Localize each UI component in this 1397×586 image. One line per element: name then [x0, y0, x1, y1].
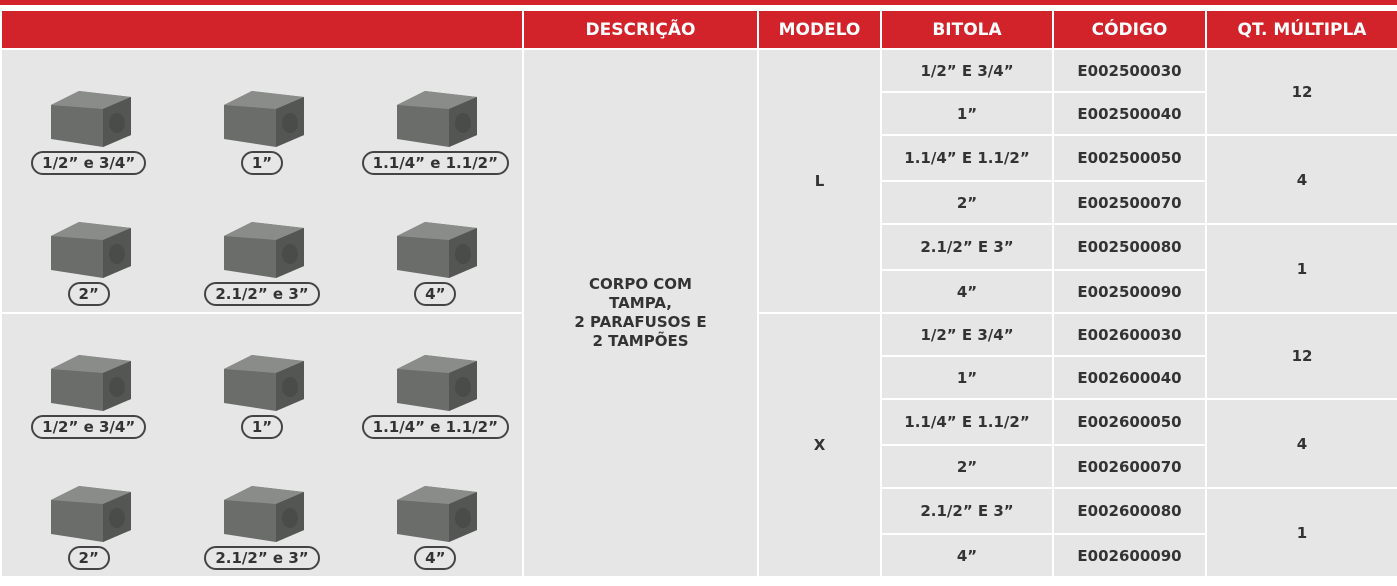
codigo-cell: E002600030 [1052, 312, 1207, 357]
size-label: 4” [414, 282, 457, 306]
bitola-cell: 2” [880, 180, 1054, 225]
codigo-cell: E002600070 [1052, 444, 1207, 489]
bitola-cell: 1.1/4” E 1.1/2” [880, 398, 1054, 446]
header-cell: QT. MÚLTIPLA [1205, 9, 1397, 50]
model-cell: X [757, 312, 882, 578]
bitola-cell: 2” [880, 444, 1054, 489]
product-image [223, 486, 304, 542]
image-item: 4” [349, 445, 522, 576]
bitola-cell: 1” [880, 355, 1054, 400]
bitola-cell: 1” [880, 91, 1054, 136]
table-row: 1” E002500040 [1, 91, 1397, 136]
bitola-cell: 2.1/2” E 3” [880, 487, 1054, 535]
table-row: 4” E002600090 [1, 533, 1397, 578]
size-label: 1.1/4” e 1.1/2” [361, 151, 509, 175]
codigo-cell: E002500080 [1052, 223, 1207, 271]
codigo-cell: E002500090 [1052, 269, 1207, 314]
product-image [397, 355, 478, 411]
codigo-cell: E002600090 [1052, 533, 1207, 578]
product-image [50, 222, 131, 278]
codigo-cell: E002500070 [1052, 180, 1207, 225]
image-item: 2.1/2” e 3” [175, 445, 348, 576]
header-blank [0, 9, 524, 50]
size-label: 1” [240, 415, 284, 439]
product-table: DESCRIÇÃO MODELO BITOLA CÓDIGO QT. MÚLTI… [0, 9, 1397, 578]
bitola-cell: 1/2” E 3/4” [880, 312, 1054, 357]
image-item: 1.1/4” e 1.1/2” [349, 314, 522, 445]
product-image [397, 486, 478, 542]
size-label: 2.1/2” e 3” [204, 282, 320, 306]
table-row: 1/2” e 3/4” 1” 1.1/4” e 1.1/2” 2” 2.1/2” e 3… [0, 312, 1397, 578]
qt-cell: 4 [1205, 134, 1397, 225]
codigo-cell: E002600040 [1052, 355, 1207, 400]
image-item: 1/2” e 3/4” [2, 314, 175, 445]
size-label: 2” [67, 546, 110, 570]
product-image [223, 222, 304, 278]
description-line: 2 PARAFUSOS E [574, 313, 707, 331]
size-label: 1” [240, 151, 284, 175]
table-row: 1.1/4” E 1.1/2” E002600050 4 [1, 398, 1397, 489]
qt-cell: 12 [1205, 48, 1397, 136]
codigo-cell: E002500030 [1052, 48, 1207, 93]
image-item: 1.1/4” e 1.1/2” [349, 50, 522, 181]
product-image [223, 91, 304, 147]
image-item: 1” [175, 50, 348, 181]
table-row: 2” E002500070 [1, 180, 1397, 225]
image-item: 4” [349, 181, 522, 312]
description-line: CORPO COM [589, 275, 692, 293]
description-line: 2 TAMPÕES [592, 332, 689, 350]
image-item: 2” [2, 181, 175, 312]
image-cell: 1/2” e 3/4” 1” 1.1/4” e 1.1/2” 2” 2.1/2” e 3… [0, 312, 524, 578]
table-row: 4” E002500090 [1, 269, 1397, 314]
table-row: 1” E002600040 [1, 355, 1397, 400]
qt-cell: 4 [1205, 398, 1397, 489]
qt-cell: 1 [1205, 223, 1397, 314]
codigo-cell: E002500050 [1052, 134, 1207, 182]
product-image [397, 222, 478, 278]
table-row: 2” E002600070 [1, 444, 1397, 489]
header-cell: MODELO [757, 9, 882, 50]
header-row: DESCRIÇÃO MODELO BITOLA CÓDIGO QT. MÚLTI… [0, 9, 1397, 50]
model-cell: L [757, 48, 882, 314]
table-row: 2.1/2” E 3” E002600080 1 [1, 487, 1397, 578]
top-stripe [0, 0, 1397, 5]
header-cell: BITOLA [880, 9, 1054, 50]
codigo-cell: E002600080 [1052, 487, 1207, 535]
image-item: 1” [175, 314, 348, 445]
bitola-cell: 1.1/4” E 1.1/2” [880, 134, 1054, 182]
bitola-cell: 4” [880, 269, 1054, 314]
bitola-cell: 4” [880, 533, 1054, 578]
size-label: 4” [414, 546, 457, 570]
image-item: 2” [2, 445, 175, 576]
image-item: 1/2” e 3/4” [2, 50, 175, 181]
header-cell: CÓDIGO [1052, 9, 1207, 50]
product-image [50, 91, 131, 147]
image-grid: 1/2” e 3/4” 1” 1.1/4” e 1.1/2” 2” 2.1/2” e 3… [2, 50, 522, 312]
size-label: 2” [67, 282, 110, 306]
image-cell: 1/2” e 3/4” 1” 1.1/4” e 1.1/2” 2” 2.1/2” e 3… [0, 48, 524, 314]
size-label: 1/2” e 3/4” [31, 151, 147, 175]
product-image [50, 355, 131, 411]
table-row: 2.1/2” E 3” E002500080 1 [1, 223, 1397, 314]
product-image [397, 91, 478, 147]
image-grid: 1/2” e 3/4” 1” 1.1/4” e 1.1/2” 2” 2.1/2” e 3… [2, 314, 522, 576]
qt-cell: 12 [1205, 312, 1397, 400]
header-cell: DESCRIÇÃO [522, 9, 759, 50]
image-item: 2.1/2” e 3” [175, 181, 348, 312]
table-row: 1/2” e 3/4” 1” 1.1/4” e 1.1/2” 2” 2.1/2” e 3… [0, 48, 1397, 578]
product-image [50, 486, 131, 542]
bitola-cell: 2.1/2” E 3” [880, 223, 1054, 271]
codigo-cell: E002500040 [1052, 91, 1207, 136]
size-label: 1.1/4” e 1.1/2” [361, 415, 509, 439]
bitola-cell: 1/2” E 3/4” [880, 48, 1054, 93]
product-image [223, 355, 304, 411]
description-line: TAMPA, [609, 294, 672, 312]
qt-cell: 1 [1205, 487, 1397, 578]
table-row: 1.1/4” E 1.1/2” E002500050 4 [1, 134, 1397, 225]
codigo-cell: E002600050 [1052, 398, 1207, 446]
size-label: 2.1/2” e 3” [204, 546, 320, 570]
size-label: 1/2” e 3/4” [31, 415, 147, 439]
